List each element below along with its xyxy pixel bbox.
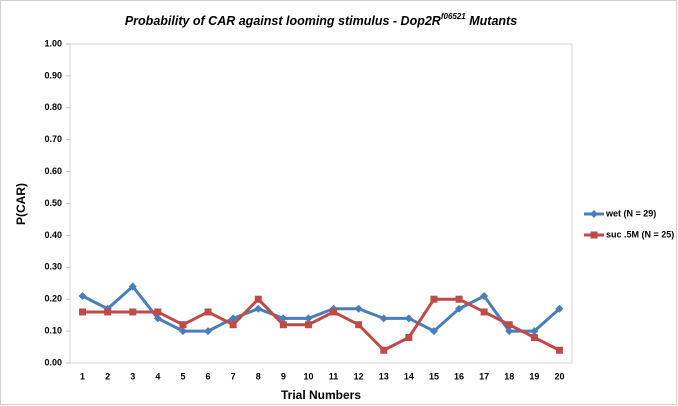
data-point [279, 321, 287, 329]
data-point [254, 295, 262, 303]
y-tick-label: 0.10 [44, 325, 62, 335]
data-point [204, 308, 212, 316]
legend-label: wet (N = 29) [605, 208, 656, 218]
data-point [430, 295, 438, 303]
x-tick-label: 14 [404, 371, 414, 381]
x-tick-label: 3 [130, 371, 135, 381]
data-point [555, 304, 564, 313]
x-tick-label: 2 [105, 371, 110, 381]
data-point [480, 292, 489, 301]
series-line [81, 284, 561, 333]
x-tick-label: 8 [256, 371, 261, 381]
legend-label: suc .5M (N = 25) [606, 229, 674, 239]
y-tick-label: 0.00 [44, 357, 62, 367]
x-tick-label: 1 [80, 371, 85, 381]
x-tick-label: 15 [429, 371, 439, 381]
x-tick-label: 7 [231, 371, 236, 381]
data-point [229, 314, 238, 323]
y-tick-label: 0.80 [44, 102, 62, 112]
data-point [179, 321, 187, 329]
data-point [355, 321, 363, 329]
x-tick-label: 17 [479, 371, 489, 381]
data-point [304, 321, 312, 329]
legend-marker [590, 231, 598, 239]
data-point [129, 308, 137, 316]
series-line [82, 297, 561, 353]
data-point [555, 346, 563, 354]
data-point [78, 292, 87, 301]
x-axis-title: Trial Numbers [281, 388, 361, 402]
data-point [153, 314, 162, 323]
data-point [279, 314, 288, 323]
x-tick-label: 10 [303, 371, 313, 381]
y-tick-label: 0.90 [44, 70, 62, 80]
y-tick-label: 0.40 [44, 230, 62, 240]
x-tick-label: 18 [504, 371, 514, 381]
data-point [79, 308, 87, 316]
legend-marker [590, 210, 598, 218]
data-point [505, 327, 514, 336]
chart-title: Probability of CAR against looming stimu… [125, 12, 517, 28]
data-point [154, 308, 162, 316]
x-tick-label: 19 [529, 371, 539, 381]
x-tick-label: 13 [379, 371, 389, 381]
data-point [330, 308, 338, 316]
title-main: Probability of CAR against looming stimu… [125, 14, 441, 28]
x-tick-label: 5 [180, 371, 185, 381]
data-point [254, 304, 263, 313]
data-point [455, 295, 463, 303]
data-point [530, 327, 539, 336]
data-point [380, 346, 388, 354]
x-tick-label: 12 [354, 371, 364, 381]
title-suffix: Mutants [466, 14, 517, 28]
y-tick-label: 1.00 [44, 38, 62, 48]
y-tick-label: 0.50 [44, 198, 62, 208]
data-point [530, 333, 538, 341]
x-tick-label: 11 [329, 371, 339, 381]
data-point [429, 327, 438, 336]
x-tick-label: 16 [454, 371, 464, 381]
y-axis-title: P(CAR) [14, 183, 28, 225]
y-tick-label: 0.20 [44, 294, 62, 304]
x-tick-label: 20 [554, 371, 564, 381]
data-point [405, 333, 413, 341]
data-point [304, 314, 313, 323]
data-point [229, 321, 237, 329]
data-point [128, 282, 137, 291]
data-point [404, 314, 413, 323]
data-point [178, 327, 187, 336]
data-point [455, 304, 464, 313]
x-tick-label: 9 [281, 371, 286, 381]
x-tick-label: 6 [206, 371, 211, 381]
title-superscript: f06521 [441, 12, 466, 21]
y-tick-label: 0.70 [44, 134, 62, 144]
data-point [505, 321, 513, 329]
data-point [204, 327, 213, 336]
data-point [104, 308, 112, 316]
x-tick-label: 4 [155, 371, 160, 381]
data-point [354, 304, 363, 313]
data-point [480, 308, 488, 316]
y-tick-label: 0.60 [44, 166, 62, 176]
data-point [379, 314, 388, 323]
y-tick-label: 0.30 [44, 262, 62, 272]
